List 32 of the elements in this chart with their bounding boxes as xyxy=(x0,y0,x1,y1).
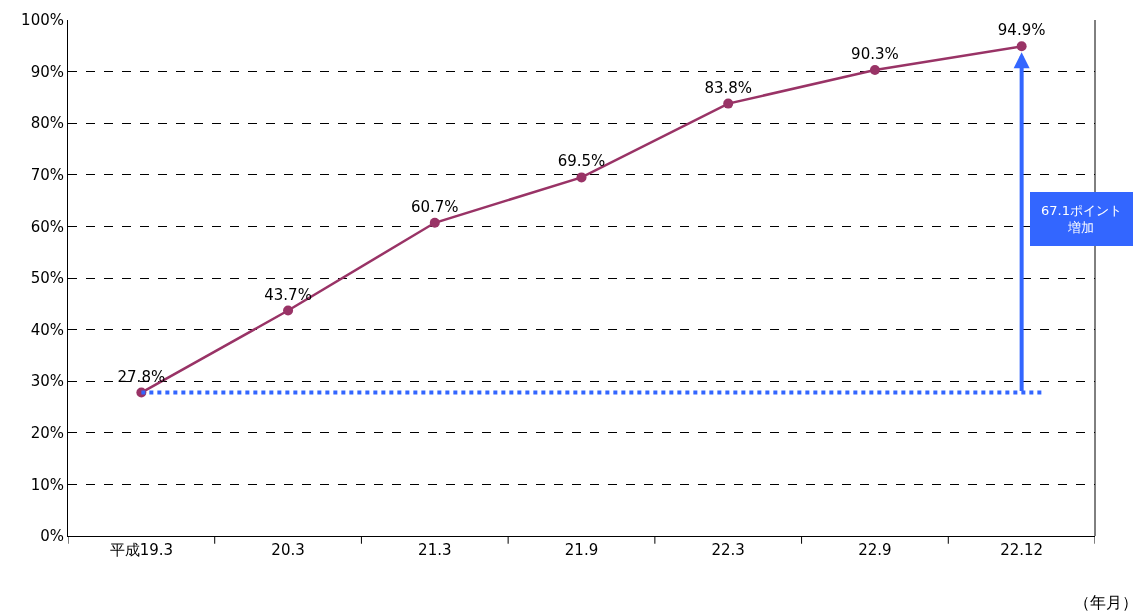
y-tick-label: 60% xyxy=(30,217,64,236)
y-tick-label: 40% xyxy=(30,320,64,339)
y-tick-label: 90% xyxy=(30,62,64,81)
x-tick-label: 21.9 xyxy=(564,541,599,559)
x-axis-title: （年月） xyxy=(1074,593,1138,612)
y-tick-label: 10% xyxy=(30,475,64,494)
y-tick-label: 70% xyxy=(30,166,64,185)
text: 94.9% xyxy=(997,21,1046,40)
text: 83.8% xyxy=(704,78,753,97)
point xyxy=(429,217,440,228)
text: 69.5% xyxy=(557,152,606,171)
y-tick-label: 20% xyxy=(30,424,64,443)
text: 43.7% xyxy=(264,285,312,304)
y-tick-label: 100% xyxy=(21,11,64,30)
point xyxy=(1016,41,1027,52)
x-tick-label: 22.12 xyxy=(1000,541,1044,559)
x-tick-label: 22.3 xyxy=(711,541,745,559)
point xyxy=(283,305,294,316)
y-tick-label: 30% xyxy=(30,372,64,391)
y-tick-label: 0% xyxy=(40,527,64,546)
x-tick-label: 22.9 xyxy=(858,541,892,559)
text: 60.7% xyxy=(410,197,459,216)
x-tick-label: 21.3 xyxy=(418,541,452,559)
x-tick-label: 平成19.3 xyxy=(109,541,174,559)
x-tick-label: 20.3 xyxy=(271,541,305,559)
point xyxy=(723,98,734,109)
y-tick-label: 50% xyxy=(30,269,64,288)
point xyxy=(869,65,880,76)
text: 90.3% xyxy=(851,45,899,64)
annotation: 67.1ポイント増加 xyxy=(1041,203,1122,235)
point xyxy=(576,172,587,183)
y-tick-label: 80% xyxy=(30,114,64,133)
